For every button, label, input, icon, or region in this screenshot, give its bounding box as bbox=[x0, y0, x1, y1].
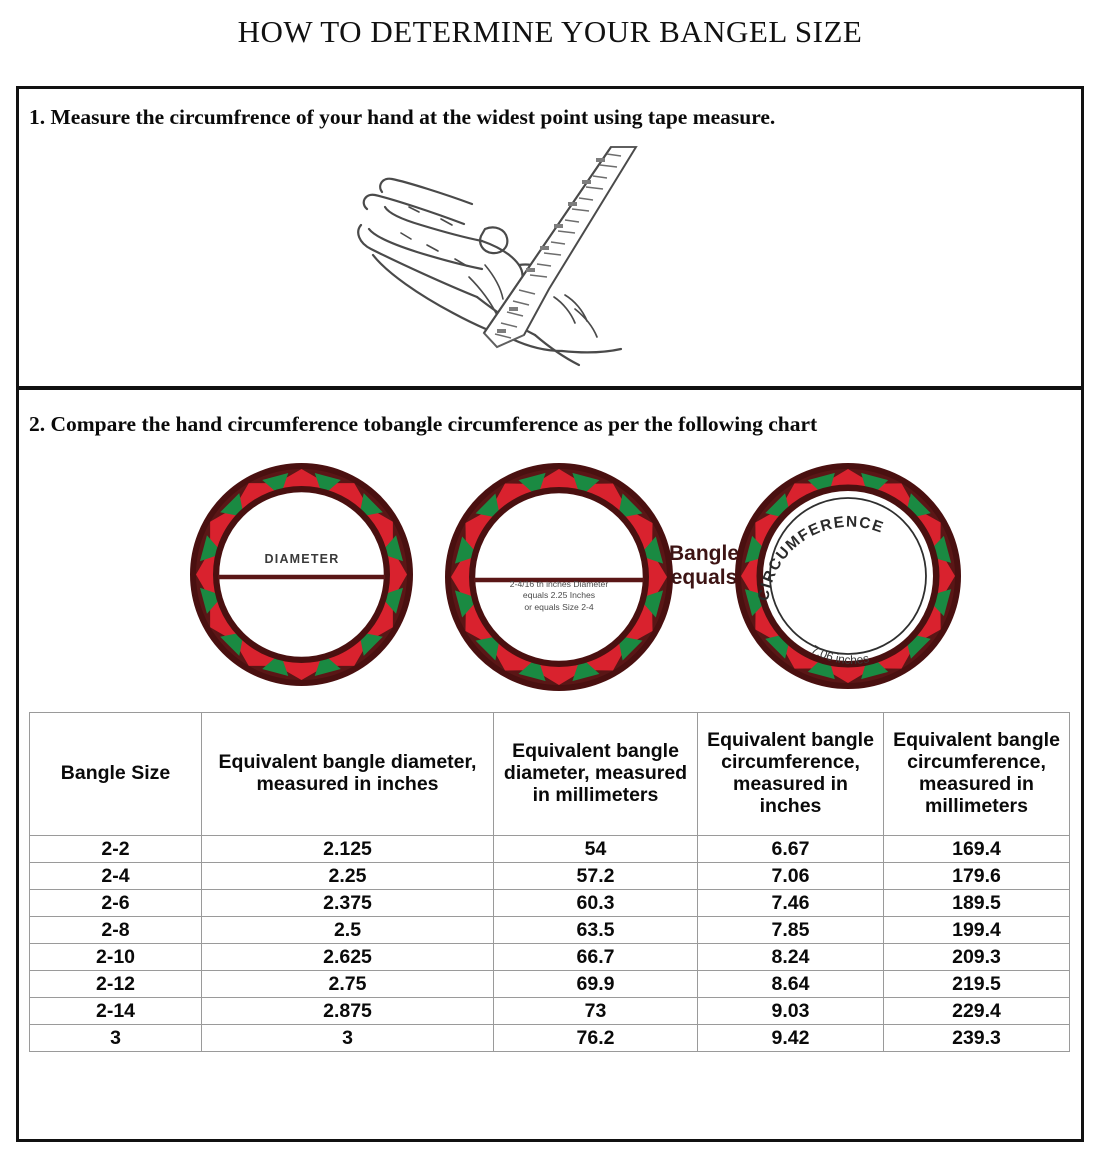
bangle-diameter-icon: DIAMETER bbox=[189, 462, 414, 692]
bangle-example-note: 2-4/16 th inches Diameter equals 2.25 In… bbox=[470, 579, 648, 613]
table-row: 2-4 2.25 57.2 7.06 179.6 bbox=[29, 862, 1070, 890]
cell-circumference-inches: 8.24 bbox=[697, 943, 884, 971]
table-row: 2-12 2.75 69.9 8.64 219.5 bbox=[29, 970, 1070, 998]
cell-circumference-mm: 199.4 bbox=[883, 916, 1070, 944]
cell-diameter-inches: 2.375 bbox=[201, 889, 494, 917]
cell-diameter-mm: 57.2 bbox=[493, 862, 698, 890]
table-row: 2-2 2.125 54 6.67 169.4 bbox=[29, 835, 1070, 863]
cell-bangle-size: 2-14 bbox=[29, 997, 202, 1025]
note-line-3: or equals Size 2-4 bbox=[524, 601, 594, 612]
section-compare-chart: 2. Compare the hand circumference tobang… bbox=[19, 390, 1081, 1139]
table-body: 2-2 2.125 54 6.67 169.4 2-4 2.25 57.2 7.… bbox=[29, 835, 1070, 1052]
cell-diameter-mm: 76.2 bbox=[493, 1024, 698, 1052]
diameter-label: DIAMETER bbox=[264, 552, 340, 566]
cell-diameter-inches: 2.75 bbox=[201, 970, 494, 998]
section-measure-hand: 1. Measure the circumfrence of your hand… bbox=[19, 89, 1081, 390]
cell-bangle-size: 2-8 bbox=[29, 916, 202, 944]
step-1-instruction: 1. Measure the circumfrence of your hand… bbox=[29, 105, 776, 129]
cell-circumference-inches: 9.42 bbox=[697, 1024, 884, 1052]
column-header-bangle-size: Bangle Size bbox=[29, 712, 202, 836]
note-line-1: 2-4/16 th inches Diameter bbox=[509, 579, 609, 589]
cell-diameter-inches: 2.875 bbox=[201, 997, 494, 1025]
hand-with-tape-measure-icon bbox=[349, 137, 649, 382]
table-row: 2-6 2.375 60.3 7.46 189.5 bbox=[29, 889, 1070, 917]
column-header-circumference-mm: Equivalent bangle circumference, measure… bbox=[883, 712, 1070, 836]
cell-circumference-inches: 8.64 bbox=[697, 970, 884, 998]
cell-circumference-inches: 7.46 bbox=[697, 889, 884, 917]
cell-circumference-inches: 9.03 bbox=[697, 997, 884, 1025]
step-2-instruction: 2. Compare the hand circumference tobang… bbox=[29, 412, 818, 436]
column-header-diameter-mm: Equivalent bangle diameter, measured in … bbox=[493, 712, 698, 836]
bangle-circumference-icon: CIRCUMFERENCE 7.06 inches bbox=[734, 462, 962, 695]
bangle-equals-line-1: Bangle bbox=[668, 542, 739, 565]
cell-circumference-mm: 179.6 bbox=[883, 862, 1070, 890]
cell-diameter-inches: 2.625 bbox=[201, 943, 494, 971]
cell-circumference-mm: 209.3 bbox=[883, 943, 1070, 971]
cell-circumference-inches: 6.67 bbox=[697, 835, 884, 863]
page-title: HOW TO DETERMINE YOUR BANGEL SIZE bbox=[237, 14, 863, 49]
cell-circumference-mm: 239.3 bbox=[883, 1024, 1070, 1052]
cell-bangle-size: 2-10 bbox=[29, 943, 202, 971]
note-line-2: equals 2.25 Inches bbox=[522, 590, 596, 601]
bangle-diameter-example-icon: 2-4/16 th inches Diameter equals 2.25 In… bbox=[444, 462, 674, 697]
cell-diameter-mm: 63.5 bbox=[493, 916, 698, 944]
cell-bangle-size: 2-6 bbox=[29, 889, 202, 917]
cell-circumference-mm: 189.5 bbox=[883, 889, 1070, 917]
column-header-diameter-inches: Equivalent bangle diameter, measured in … bbox=[201, 712, 494, 836]
table-row: 2-8 2.5 63.5 7.85 199.4 bbox=[29, 916, 1070, 944]
cell-bangle-size: 2-12 bbox=[29, 970, 202, 998]
table-row: 2-10 2.625 66.7 8.24 209.3 bbox=[29, 943, 1070, 971]
cell-diameter-inches: 2.125 bbox=[201, 835, 494, 863]
cell-diameter-mm: 66.7 bbox=[493, 943, 698, 971]
cell-diameter-mm: 69.9 bbox=[493, 970, 698, 998]
cell-bangle-size: 2-2 bbox=[29, 835, 202, 863]
cell-diameter-inches: 2.25 bbox=[201, 862, 494, 890]
cell-diameter-mm: 54 bbox=[493, 835, 698, 863]
bangle-diagrams: DIAMETER bbox=[19, 462, 1081, 697]
table-header-row: Bangle Size Equivalent bangle diameter, … bbox=[29, 712, 1070, 836]
bangle-size-table: Bangle Size Equivalent bangle diameter, … bbox=[29, 712, 1070, 1052]
cell-circumference-inches: 7.06 bbox=[697, 862, 884, 890]
cell-circumference-inches: 7.85 bbox=[697, 916, 884, 944]
cell-circumference-mm: 219.5 bbox=[883, 970, 1070, 998]
table-row: 2-14 2.875 73 9.03 229.4 bbox=[29, 997, 1070, 1025]
cell-diameter-mm: 73 bbox=[493, 997, 698, 1025]
content-frame: 1. Measure the circumfrence of your hand… bbox=[16, 86, 1084, 1142]
column-header-circumference-inches: Equivalent bangle circumference, measure… bbox=[697, 712, 884, 836]
cell-circumference-mm: 229.4 bbox=[883, 997, 1070, 1025]
bangle-equals-line-2: equals bbox=[670, 566, 738, 590]
table-row: 3 3 76.2 9.42 239.3 bbox=[29, 1024, 1070, 1052]
cell-diameter-inches: 3 bbox=[201, 1024, 494, 1052]
cell-diameter-inches: 2.5 bbox=[201, 916, 494, 944]
bangle-equals-label: Bangle equals bbox=[649, 542, 759, 590]
cell-diameter-mm: 60.3 bbox=[493, 889, 698, 917]
cell-bangle-size: 2-4 bbox=[29, 862, 202, 890]
cell-bangle-size: 3 bbox=[29, 1024, 202, 1052]
cell-circumference-mm: 169.4 bbox=[883, 835, 1070, 863]
